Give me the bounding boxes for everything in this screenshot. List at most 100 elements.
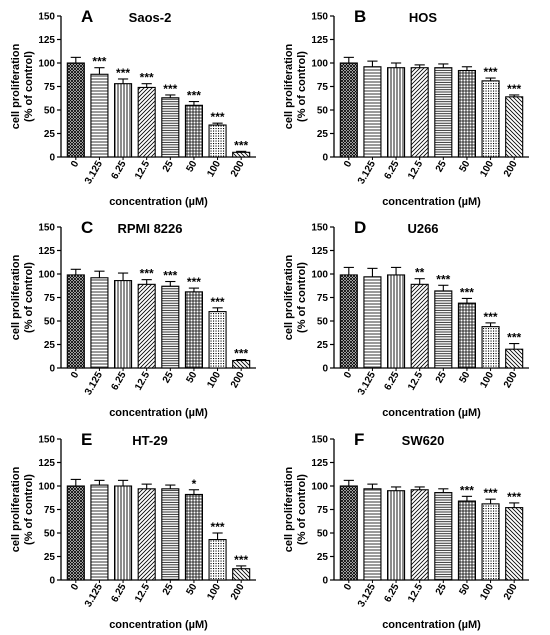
y-tick-label: 125 xyxy=(38,246,55,257)
bar xyxy=(184,104,203,158)
y-tick-label: 150 xyxy=(311,12,328,23)
bar xyxy=(232,151,251,158)
bar xyxy=(481,503,500,581)
x-axis-label: concentration (µM) xyxy=(109,407,208,419)
bar xyxy=(434,290,453,369)
y-tick-label: 50 xyxy=(317,106,329,117)
x-tick-label: 0 xyxy=(342,159,355,170)
y-tick-label: 100 xyxy=(311,270,328,281)
x-tick-label: 0 xyxy=(69,370,82,381)
x-tick-label: 50 xyxy=(457,582,472,598)
x-tick-label: 3.125 xyxy=(356,370,378,398)
significance-label: *** xyxy=(163,82,177,96)
x-tick-label: 200 xyxy=(229,370,247,390)
bar xyxy=(363,488,382,581)
y-tick-label: 25 xyxy=(317,129,329,140)
significance-label: *** xyxy=(163,269,177,283)
y-tick-label: 150 xyxy=(38,12,55,23)
x-tick-label: 25 xyxy=(161,582,176,598)
x-tick-label: 12.5 xyxy=(133,582,152,605)
significance-label: *** xyxy=(460,285,474,299)
bar xyxy=(410,489,429,581)
bar xyxy=(208,311,227,369)
y-tick-label: 75 xyxy=(317,293,329,304)
bar xyxy=(363,276,382,369)
bar xyxy=(410,67,429,158)
panel-title: HT-29 xyxy=(132,433,167,448)
x-tick-label: 100 xyxy=(478,370,496,390)
y-axis-label: cell proliferation xyxy=(10,466,22,552)
significance-label: *** xyxy=(92,55,106,69)
bar xyxy=(161,285,180,369)
y-tick-label: 50 xyxy=(317,317,329,328)
x-tick-label: 50 xyxy=(184,582,199,598)
significance-label: ** xyxy=(415,266,425,280)
panel-a: 0 25 50 75 100 125 150 cell proliferation (% of … xyxy=(10,7,256,208)
bar xyxy=(66,274,85,369)
bar xyxy=(90,73,109,158)
y-axis-label: cell proliferation xyxy=(283,466,295,552)
panel-title: HOS xyxy=(409,10,438,25)
y-tick-label: 100 xyxy=(311,59,328,70)
bar xyxy=(208,539,227,581)
x-tick-label: 12.5 xyxy=(406,582,425,605)
significance-label: *** xyxy=(211,110,225,124)
significance-label: *** xyxy=(507,82,521,96)
bar xyxy=(90,484,109,581)
y-tick-label: 25 xyxy=(317,552,329,563)
bar xyxy=(137,86,156,158)
bar xyxy=(208,124,227,158)
x-axis-label: concentration (µM) xyxy=(109,196,208,208)
bar xyxy=(66,485,85,581)
significance-label: *** xyxy=(234,553,248,567)
bar xyxy=(161,488,180,581)
x-axis-label: concentration (µM) xyxy=(382,619,481,631)
panel-title: SW620 xyxy=(402,433,445,448)
y-tick-label: 125 xyxy=(311,246,328,257)
y-tick-label: 0 xyxy=(49,576,55,587)
x-axis-label: concentration (µM) xyxy=(109,619,208,631)
significance-label: *** xyxy=(234,138,248,152)
bar xyxy=(232,359,251,369)
x-tick-label: 12.5 xyxy=(133,159,152,182)
y-tick-label: 150 xyxy=(38,223,55,234)
panel-letter: C xyxy=(81,218,93,237)
x-tick-label: 100 xyxy=(205,370,223,390)
x-tick-label: 6.25 xyxy=(109,582,128,605)
x-tick-label: 25 xyxy=(434,159,449,175)
panel-c: 0 25 50 75 100 125 150 cell proliferation (% of … xyxy=(10,218,256,419)
y-tick-label: 150 xyxy=(38,435,55,446)
bar xyxy=(161,97,180,158)
x-tick-label: 25 xyxy=(434,370,449,386)
x-axis-label: concentration (µM) xyxy=(382,196,481,208)
bar xyxy=(114,280,133,369)
panel-f: 0 25 50 75 100 125 150 cell proliferation (% of … xyxy=(283,430,529,631)
x-tick-label: 25 xyxy=(434,582,449,598)
y-tick-label: 100 xyxy=(311,482,328,493)
significance-label: *** xyxy=(140,267,154,281)
bar xyxy=(481,80,500,158)
y-tick-label: 75 xyxy=(317,505,329,516)
y-tick-label: 50 xyxy=(317,529,329,540)
x-tick-label: 6.25 xyxy=(382,159,401,182)
significance-label: *** xyxy=(484,310,498,324)
y-tick-label: 125 xyxy=(311,458,328,469)
panel-letter: B xyxy=(354,7,366,26)
x-tick-label: 12.5 xyxy=(406,370,425,393)
x-tick-label: 6.25 xyxy=(109,370,128,393)
x-tick-label: 100 xyxy=(205,159,223,179)
y-axis-label: (% of control) xyxy=(23,262,35,333)
x-tick-label: 12.5 xyxy=(133,370,152,393)
y-tick-label: 25 xyxy=(44,552,56,563)
x-tick-label: 50 xyxy=(457,370,472,386)
x-tick-label: 50 xyxy=(457,159,472,175)
x-tick-label: 3.125 xyxy=(356,159,378,187)
y-tick-label: 50 xyxy=(44,106,56,117)
significance-label: *** xyxy=(507,331,521,345)
x-tick-label: 6.25 xyxy=(382,582,401,605)
x-tick-label: 25 xyxy=(161,159,176,175)
bar xyxy=(434,67,453,158)
y-tick-label: 25 xyxy=(44,129,56,140)
bar xyxy=(339,62,358,158)
y-tick-label: 50 xyxy=(44,317,56,328)
